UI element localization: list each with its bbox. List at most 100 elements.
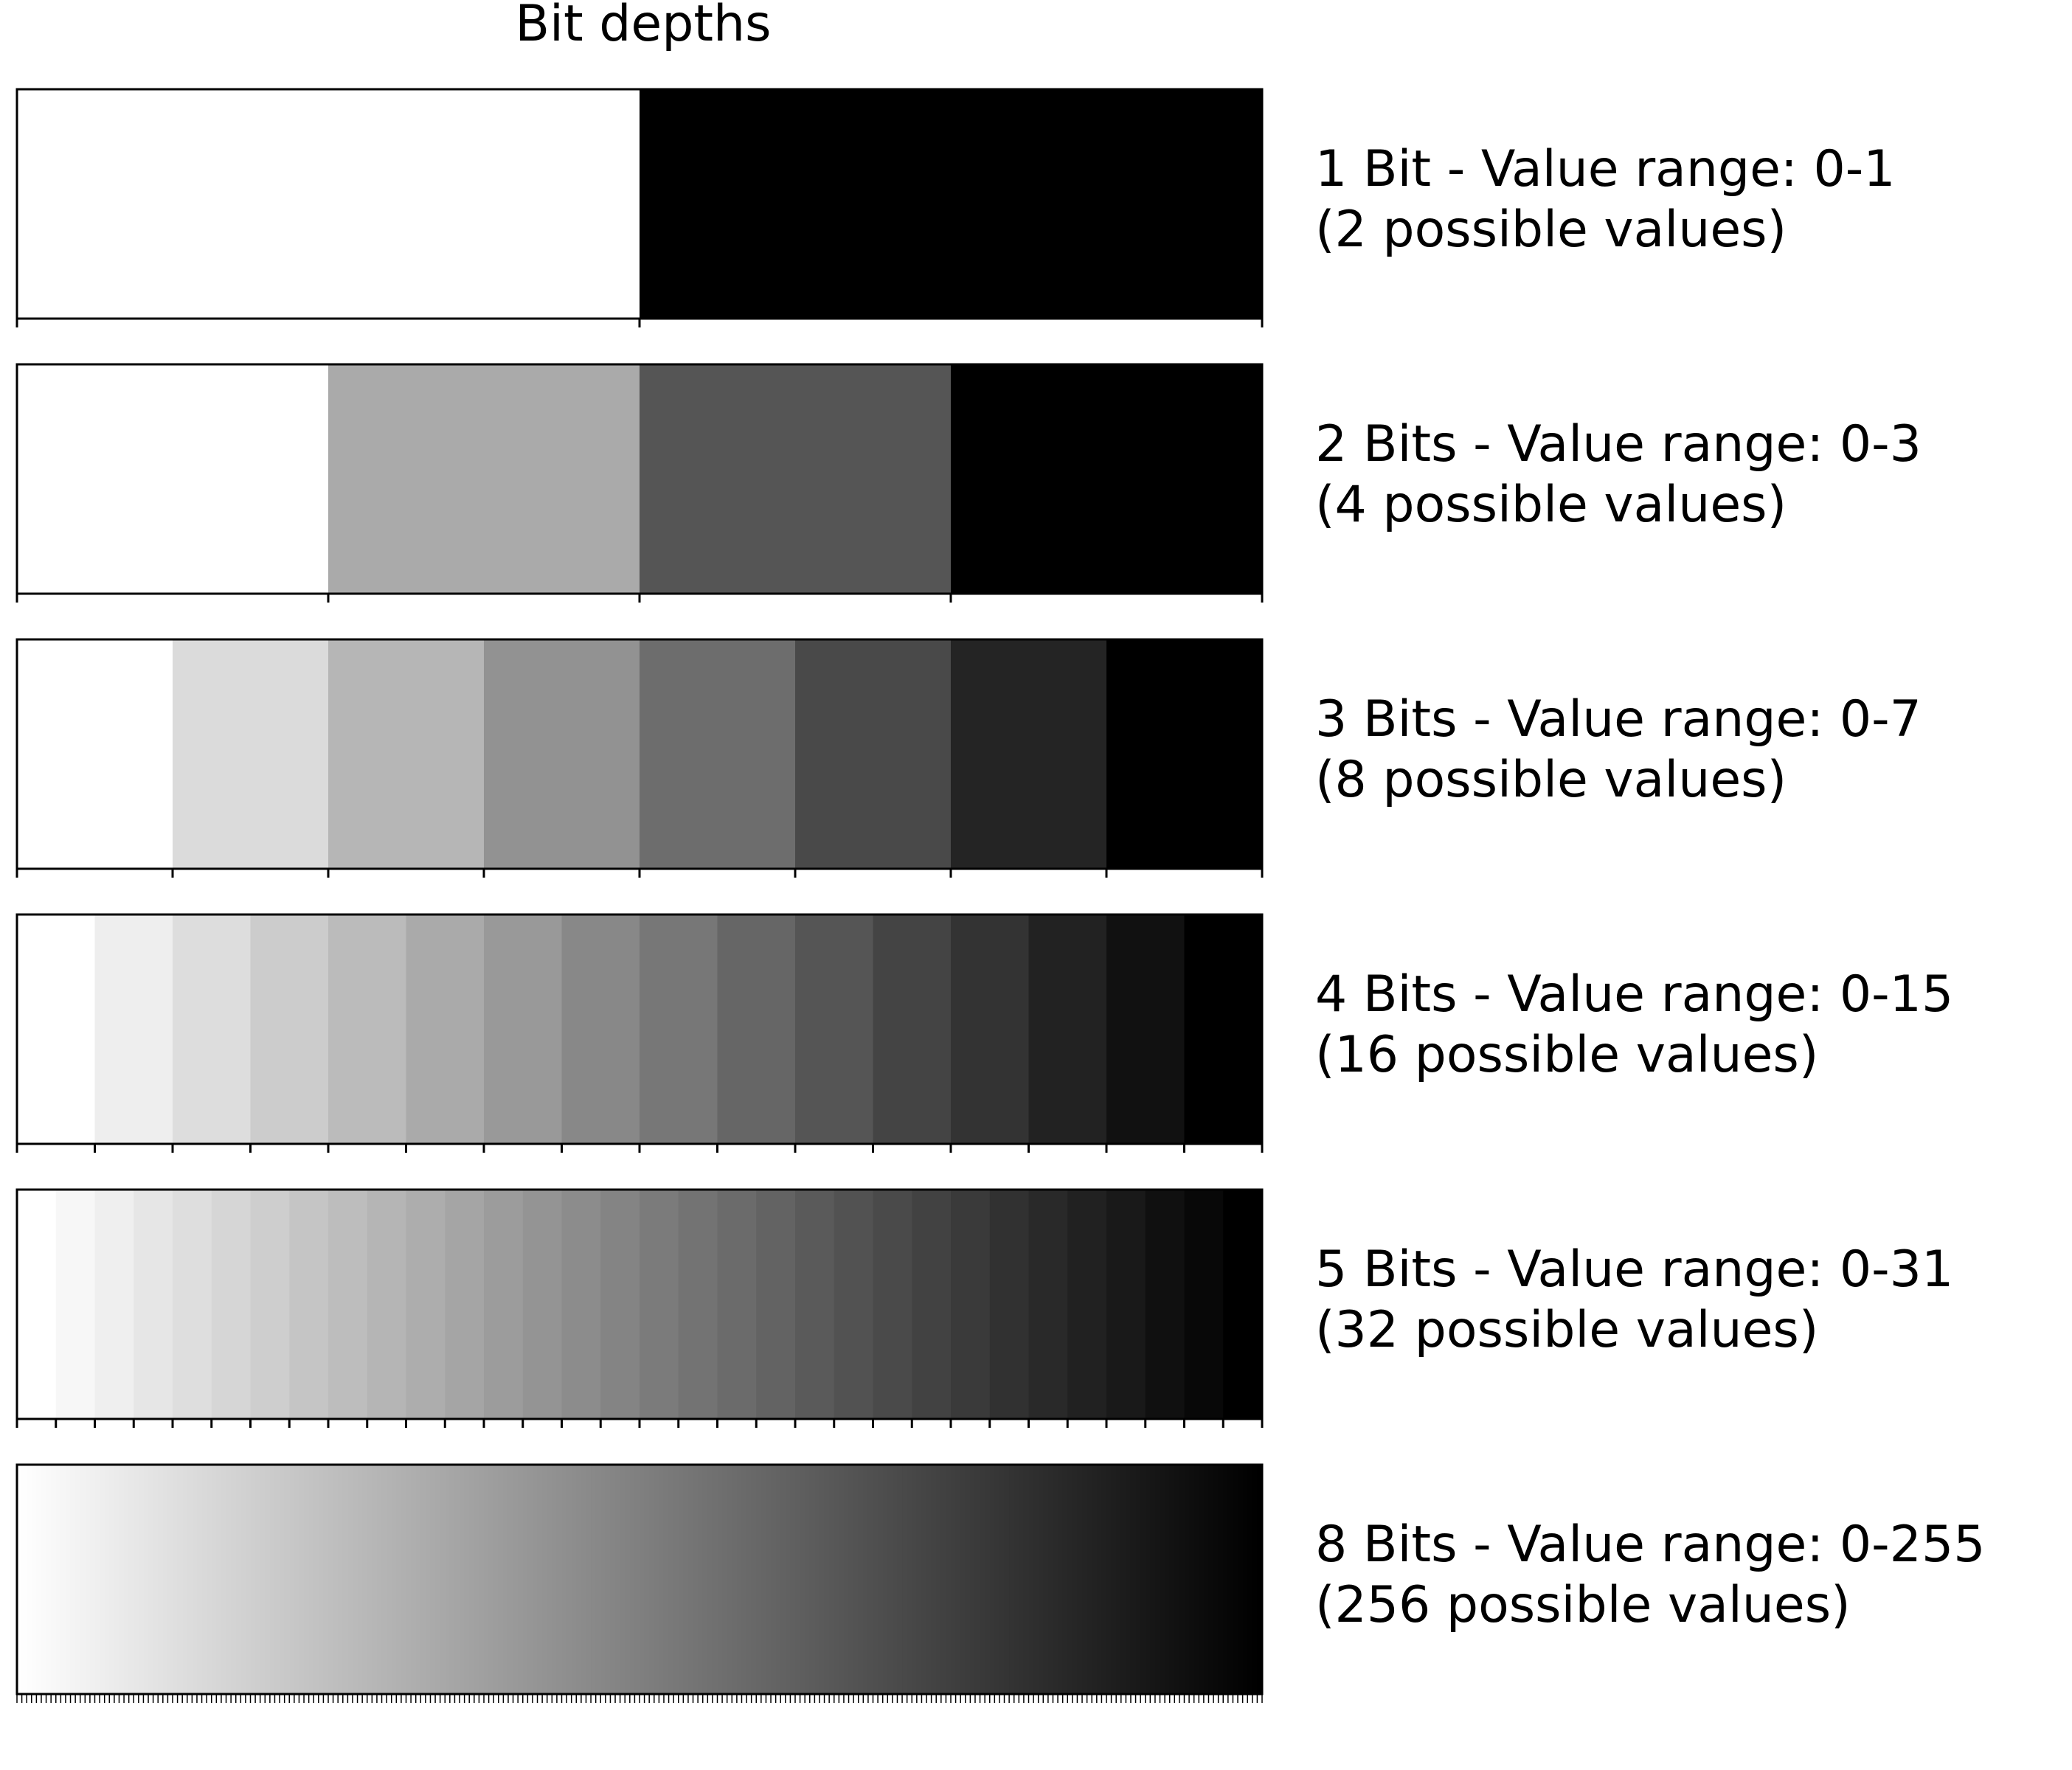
value-cell-30 <box>1184 1190 1224 1419</box>
value-cell-210 <box>1038 1465 1044 1694</box>
value-cell-40 <box>211 1465 217 1694</box>
value-cell-219 <box>1082 1465 1088 1694</box>
row-label-line1: 5 Bits - Value range: 0-31 <box>1315 1240 1953 1299</box>
row-label-line2: (32 possible values) <box>1315 1301 1818 1359</box>
value-cell-80 <box>406 1465 412 1694</box>
value-cell-48 <box>250 1465 256 1694</box>
value-cell-51 <box>265 1465 271 1694</box>
value-cell-24 <box>134 1465 139 1694</box>
value-cell-78 <box>396 1465 402 1694</box>
value-cell-215 <box>1062 1465 1068 1694</box>
value-cell-18 <box>717 1190 757 1419</box>
value-cell-213 <box>1053 1465 1058 1694</box>
x-ticks <box>15 319 1264 327</box>
value-cell-3 <box>134 1190 173 1419</box>
value-cell-43 <box>226 1465 232 1694</box>
value-cell-76 <box>387 1465 392 1694</box>
value-cell-217 <box>1072 1465 1078 1694</box>
value-cell-60 <box>308 1465 314 1694</box>
value-cell-27 <box>148 1465 154 1694</box>
value-cell-124 <box>620 1465 626 1694</box>
value-cell-158 <box>785 1465 791 1694</box>
value-cell-91 <box>460 1465 465 1694</box>
row-label-line2: (8 possible values) <box>1315 751 1787 809</box>
value-cell-34 <box>182 1465 188 1694</box>
value-cell-28 <box>153 1465 159 1694</box>
value-cell-229 <box>1130 1465 1137 1694</box>
value-cell-197 <box>974 1465 981 1694</box>
value-cell-240 <box>1184 1465 1190 1694</box>
value-cell-7 <box>51 1465 57 1694</box>
value-cell-88 <box>445 1465 451 1694</box>
value-cell-25 <box>989 1190 1030 1419</box>
value-cell-146 <box>727 1465 732 1694</box>
value-cell-58 <box>299 1465 305 1694</box>
value-cell-12 <box>951 914 1030 1144</box>
bit-depth-row-5: 5 Bits - Value range: 0-31(32 possible v… <box>15 1188 1953 1428</box>
value-cell-29 <box>158 1465 164 1694</box>
value-cell-5 <box>211 1190 252 1419</box>
value-cell-185 <box>916 1465 923 1694</box>
value-cell-105 <box>527 1465 533 1694</box>
value-cell-62 <box>318 1465 324 1694</box>
value-cell-89 <box>449 1465 456 1694</box>
value-cell-22 <box>124 1465 130 1694</box>
x-ticks <box>15 869 1264 878</box>
row-label-line2: (2 possible values) <box>1315 201 1787 259</box>
value-cell-3 <box>250 914 329 1144</box>
bit-depth-row-1: 1 Bit - Value range: 0-1(2 possible valu… <box>15 88 1896 327</box>
value-cell-96 <box>484 1465 490 1694</box>
value-cell-208 <box>1028 1465 1034 1694</box>
value-cell-172 <box>853 1465 859 1694</box>
value-cell-75 <box>381 1465 387 1694</box>
value-cell-50 <box>260 1465 266 1694</box>
value-cell-8 <box>328 1190 368 1419</box>
value-cell-9 <box>60 1465 66 1694</box>
value-cell-247 <box>1218 1465 1224 1694</box>
value-cell-16 <box>94 1465 100 1694</box>
value-cell-250 <box>1233 1465 1238 1694</box>
value-cell-211 <box>1043 1465 1049 1694</box>
value-cell-186 <box>921 1465 927 1694</box>
value-cell-216 <box>1067 1465 1073 1694</box>
value-cell-16 <box>640 1190 679 1419</box>
value-cell-77 <box>391 1465 397 1694</box>
value-cell-17 <box>678 1190 718 1419</box>
value-cell-35 <box>187 1465 193 1694</box>
value-cell-5 <box>41 1465 47 1694</box>
value-cell-232 <box>1145 1465 1151 1694</box>
value-cell-130 <box>649 1465 655 1694</box>
value-cell-143 <box>712 1465 718 1694</box>
value-cell-22 <box>873 1190 912 1419</box>
value-cell-202 <box>999 1465 1005 1694</box>
value-cell-145 <box>722 1465 728 1694</box>
value-cell-180 <box>892 1465 898 1694</box>
value-cell-235 <box>1160 1465 1165 1694</box>
value-cell-3 <box>484 639 640 869</box>
value-cell-117 <box>586 1465 592 1694</box>
value-cell-187 <box>926 1465 932 1694</box>
value-cell-110 <box>552 1465 558 1694</box>
value-cell-53 <box>274 1465 280 1694</box>
value-cell-74 <box>376 1465 383 1694</box>
value-cell-12 <box>484 1190 524 1419</box>
bit-depth-rows: 1 Bit - Value range: 0-1(2 possible valu… <box>15 88 1985 1703</box>
value-cell-223 <box>1101 1465 1107 1694</box>
value-cell-25 <box>138 1465 145 1694</box>
value-cell-1 <box>21 1465 27 1694</box>
value-cell-1 <box>173 639 329 869</box>
value-cell-63 <box>323 1465 329 1694</box>
value-cell-206 <box>1019 1465 1025 1694</box>
value-cell-3 <box>951 364 1263 594</box>
value-cell-1 <box>94 914 173 1144</box>
value-cell-37 <box>196 1465 203 1694</box>
value-cell-56 <box>289 1465 295 1694</box>
value-cell-3 <box>31 1465 37 1694</box>
value-cell-140 <box>698 1465 704 1694</box>
value-cell-36 <box>192 1465 198 1694</box>
value-cell-196 <box>970 1465 976 1694</box>
value-cell-133 <box>663 1465 670 1694</box>
value-cell-11 <box>445 1190 485 1419</box>
value-cell-0 <box>17 364 329 594</box>
